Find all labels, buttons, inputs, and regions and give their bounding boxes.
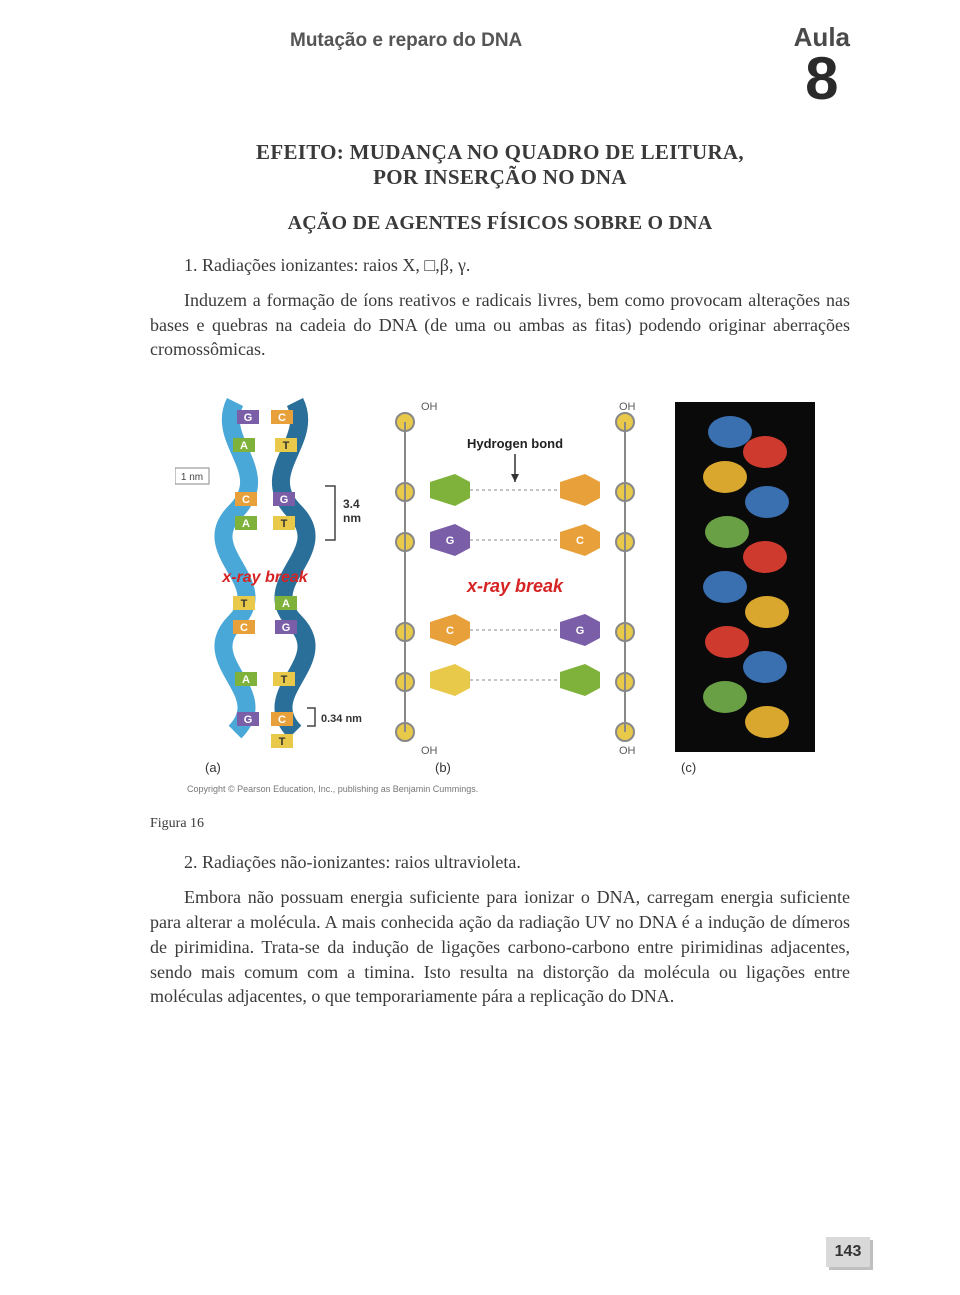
page: Mutação e reparo do DNA Aula 8 EFEITO: M… [0,0,960,1295]
subheading-agents: AÇÃO DE AGENTES FÍSICOS SOBRE O DNA [150,212,850,235]
svg-text:A: A [240,440,248,452]
aula-number: 8 [794,52,850,106]
svg-text:G: G [244,412,253,424]
svg-text:C: C [576,535,584,547]
svg-text:0.34 nm: 0.34 nm [321,713,362,725]
svg-text:T: T [281,518,288,530]
heading-line2: POR INSERÇÃO NO DNA [373,165,627,189]
svg-text:T: T [283,440,290,452]
svg-text:G: G [576,625,585,637]
figure-16: G C A T C G A T x-ray break T A [175,382,825,802]
svg-text:OH: OH [421,401,438,413]
para-ionizing-label: 1. Radiações ionizantes: raios X, □,β, γ… [150,253,850,278]
figure-caption: Figura 16 [150,816,850,832]
svg-text:A: A [282,598,290,610]
para-nonionizing-body: Embora não possuam energia suficiente pa… [150,885,850,1009]
svg-text:(b): (b) [435,760,451,775]
svg-text:G: G [282,622,291,634]
para-ionizing-body: Induzem a formação de íons reativos e ra… [150,288,850,362]
svg-text:T: T [241,598,248,610]
svg-text:OH: OH [619,401,636,413]
svg-text:G: G [244,714,253,726]
figure-copyright: Copyright © Pearson Education, Inc., pub… [187,784,478,794]
svg-text:OH: OH [619,745,636,757]
svg-text:(a): (a) [205,760,221,775]
dna-diagram-svg: G C A T C G A T x-ray break T A [175,382,825,802]
heading-effect: EFEITO: MUDANÇA NO QUADRO DE LEITURA, PO… [150,140,850,190]
svg-text:G: G [446,535,455,547]
panel-c: (c) [675,402,815,775]
svg-text:Hydrogen bond: Hydrogen bond [467,436,563,451]
page-number: 143 [826,1237,870,1267]
svg-text:3.4: 3.4 [343,497,360,511]
svg-text:A: A [242,674,250,686]
svg-text:C: C [278,412,286,424]
svg-text:x-ray break: x-ray break [466,576,564,596]
doc-title: Mutação e reparo do DNA [290,30,522,52]
svg-text:nm: nm [343,511,361,525]
svg-text:C: C [242,494,250,506]
aula-block: Aula 8 [794,24,850,106]
svg-text:C: C [240,622,248,634]
svg-text:T: T [281,674,288,686]
svg-text:C: C [278,714,286,726]
heading-line1: EFEITO: MUDANÇA NO QUADRO DE LEITURA, [256,140,744,164]
topbar: Mutação e reparo do DNA Aula 8 [150,30,850,110]
svg-text:x-ray break: x-ray break [221,569,308,586]
svg-text:T: T [279,736,286,748]
para-nonionizing-label: 2. Radiações não-ionizantes: raios ultra… [150,850,850,875]
svg-text:(c): (c) [681,760,696,775]
svg-text:G: G [280,494,289,506]
svg-text:A: A [242,518,250,530]
svg-text:OH: OH [421,745,438,757]
svg-text:1 nm: 1 nm [181,472,203,483]
svg-text:C: C [446,625,454,637]
